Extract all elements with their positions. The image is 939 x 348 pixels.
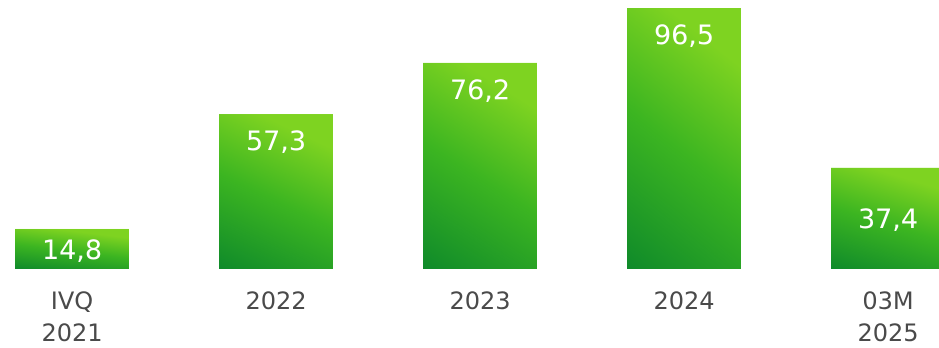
- category-label-1-line-0: 2022: [245, 287, 306, 315]
- bar-4: [831, 167, 939, 269]
- value-label-4: 37,4: [858, 204, 918, 235]
- category-label-4-line-1: 2025: [857, 319, 918, 347]
- value-label-2: 76,2: [450, 75, 510, 106]
- category-label-2-line-0: 2023: [449, 287, 510, 315]
- bar-2: [423, 62, 537, 269]
- bar-0: [15, 228, 129, 269]
- category-label-4-line-0: 03M: [862, 287, 913, 315]
- category-labels-group: IVQ 2021 2022 2023 2024 03M 2025: [41, 287, 918, 347]
- bar-1: [219, 114, 333, 269]
- bar-3: [627, 8, 741, 269]
- value-label-3: 96,5: [654, 20, 714, 51]
- bars-group: [15, 8, 939, 269]
- value-label-1: 57,3: [246, 126, 306, 157]
- value-labels-group: 14,8 57,3 76,2 96,5 37,4: [42, 20, 918, 266]
- value-label-0: 14,8: [42, 235, 102, 266]
- category-label-0-line-1: 2021: [41, 319, 102, 347]
- category-label-0-line-0: IVQ: [51, 287, 93, 315]
- category-label-3-line-0: 2024: [653, 287, 714, 315]
